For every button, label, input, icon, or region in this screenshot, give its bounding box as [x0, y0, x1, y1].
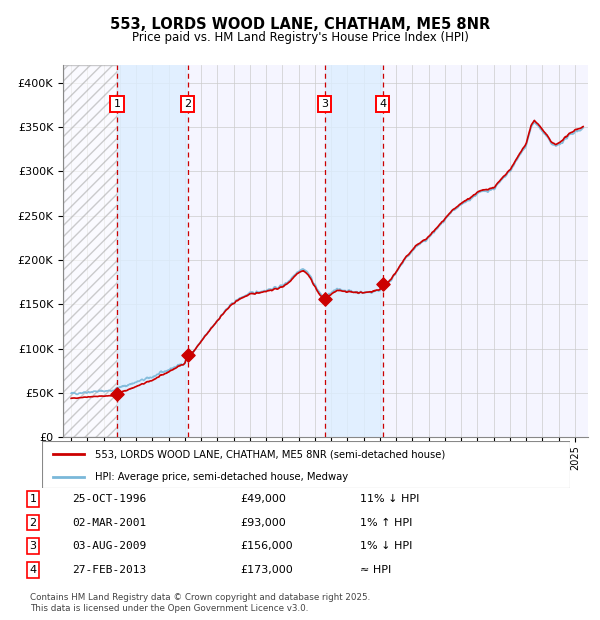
Text: 3: 3: [29, 541, 37, 551]
Text: £93,000: £93,000: [240, 518, 286, 528]
Bar: [117, 65, 188, 437]
Text: HPI: Average price, semi-detached house, Medway: HPI: Average price, semi-detached house,…: [95, 472, 348, 482]
Text: £173,000: £173,000: [240, 565, 293, 575]
Point: [183, 350, 193, 360]
Bar: [63, 65, 117, 437]
Text: Contains HM Land Registry data © Crown copyright and database right 2025.
This d: Contains HM Land Registry data © Crown c…: [30, 593, 370, 613]
Text: 553, LORDS WOOD LANE, CHATHAM, ME5 8NR (semi-detached house): 553, LORDS WOOD LANE, CHATHAM, ME5 8NR (…: [95, 450, 445, 459]
Text: 25-OCT-1996: 25-OCT-1996: [72, 494, 146, 504]
Text: 553, LORDS WOOD LANE, CHATHAM, ME5 8NR: 553, LORDS WOOD LANE, CHATHAM, ME5 8NR: [110, 17, 490, 32]
Text: 03-AUG-2009: 03-AUG-2009: [72, 541, 146, 551]
Text: 1: 1: [113, 99, 121, 109]
FancyBboxPatch shape: [42, 441, 570, 488]
Text: 02-MAR-2001: 02-MAR-2001: [72, 518, 146, 528]
Text: 3: 3: [321, 99, 328, 109]
Text: ≈ HPI: ≈ HPI: [360, 565, 391, 575]
Text: Price paid vs. HM Land Registry's House Price Index (HPI): Price paid vs. HM Land Registry's House …: [131, 31, 469, 44]
Point: [378, 279, 388, 289]
Text: 1: 1: [29, 494, 37, 504]
Text: 4: 4: [379, 99, 386, 109]
Text: 2: 2: [29, 518, 37, 528]
Point: [112, 389, 122, 399]
Bar: [325, 65, 383, 437]
Text: 27-FEB-2013: 27-FEB-2013: [72, 565, 146, 575]
Text: £49,000: £49,000: [240, 494, 286, 504]
Text: 11% ↓ HPI: 11% ↓ HPI: [360, 494, 419, 504]
Text: 1% ↓ HPI: 1% ↓ HPI: [360, 541, 412, 551]
Text: 1% ↑ HPI: 1% ↑ HPI: [360, 518, 412, 528]
Text: 4: 4: [29, 565, 37, 575]
Point: [320, 294, 329, 304]
Text: 2: 2: [184, 99, 191, 109]
Text: £156,000: £156,000: [240, 541, 293, 551]
